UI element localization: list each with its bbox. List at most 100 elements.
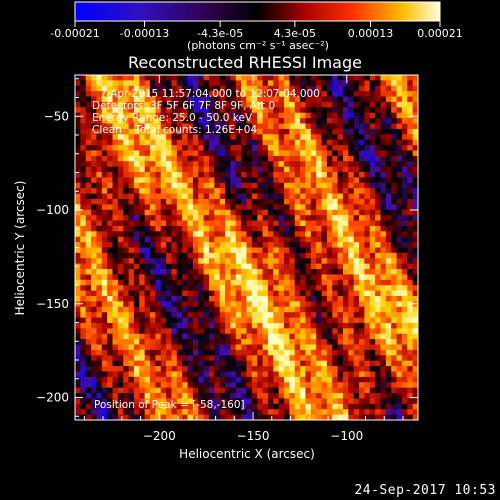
heatmap-cell [267, 204, 274, 211]
heatmap-cell [251, 209, 258, 216]
heatmap-cell [219, 139, 226, 146]
heatmap-cell [166, 225, 172, 232]
heatmap-cell [230, 344, 237, 351]
heatmap-cell [128, 312, 135, 318]
heatmap-cell [203, 322, 210, 329]
heatmap-cell [91, 161, 97, 168]
heatmap-cell [80, 339, 87, 345]
heatmap-cell [187, 290, 194, 297]
heatmap-cell [316, 231, 322, 238]
heatmap-cell [208, 172, 215, 178]
heatmap-cell [375, 269, 381, 275]
heatmap-cell [171, 161, 178, 168]
heatmap-cell [107, 296, 113, 302]
heatmap-cell [187, 398, 194, 405]
heatmap-cell [91, 101, 97, 108]
heatmap-cell [230, 328, 237, 335]
heatmap-cell [278, 393, 285, 399]
heatmap-cell [300, 285, 306, 292]
x-tick-label: −150 [237, 429, 270, 443]
heatmap-cell [123, 339, 129, 345]
heatmap-cell [96, 150, 103, 157]
heatmap-cell [171, 123, 178, 130]
heatmap-cell [407, 75, 414, 81]
heatmap-cell [107, 258, 113, 265]
heatmap-cell [289, 193, 296, 200]
heatmap-cell [385, 301, 392, 308]
heatmap-cell [123, 290, 129, 297]
heatmap-cell [198, 339, 205, 345]
heatmap-cell [267, 414, 274, 420]
heatmap-cell [91, 220, 97, 227]
heatmap-cell [364, 204, 371, 211]
heatmap-cell [326, 279, 333, 286]
heatmap-cell [107, 85, 113, 92]
heatmap-cell [332, 387, 339, 394]
heatmap-cell [176, 296, 183, 302]
heatmap-cell [396, 328, 403, 335]
heatmap-cell [219, 258, 226, 265]
heatmap-cell [359, 85, 365, 92]
heatmap-cell [155, 91, 162, 97]
heatmap-cell [294, 198, 301, 205]
heatmap-cell [203, 344, 210, 351]
heatmap-cell [101, 112, 108, 119]
heatmap-cell [321, 376, 328, 383]
heatmap-cell [246, 414, 253, 420]
heatmap-cell [176, 371, 183, 378]
heatmap-cell [214, 355, 221, 362]
heatmap-cell [107, 145, 113, 151]
heatmap-cell [364, 322, 371, 329]
heatmap-cell [198, 296, 205, 302]
heatmap-cell [101, 339, 108, 345]
heatmap-cell [128, 123, 135, 130]
annotation-detectors: Detectors: 3F 5F 6F 7F 8F 9F, Att 0 [92, 100, 275, 112]
heatmap-cell [257, 172, 263, 178]
heatmap-cell [316, 403, 322, 410]
heatmap-cell [112, 101, 119, 108]
heatmap-cell [332, 317, 339, 324]
heatmap-cell [176, 231, 183, 238]
heatmap-cell [235, 290, 242, 297]
heatmap-cell [187, 360, 194, 367]
heatmap-cell [225, 128, 231, 135]
heatmap-cell [342, 204, 349, 211]
heatmap-cell [396, 123, 403, 130]
heatmap-cell [96, 387, 103, 394]
heatmap-cell [257, 339, 263, 345]
heatmap-cell [348, 128, 355, 135]
heatmap-cell [412, 145, 418, 151]
heatmap-cell [267, 91, 274, 97]
heatmap-cell [208, 145, 215, 151]
heatmap-cell [96, 139, 103, 146]
heatmap-cell [262, 118, 269, 124]
heatmap-cell [267, 118, 274, 124]
heatmap-cell [123, 344, 129, 351]
heatmap-cell [267, 301, 274, 308]
heatmap-cell [375, 279, 381, 286]
heatmap-cell [112, 161, 119, 168]
heatmap-cell [294, 339, 301, 345]
heatmap-cell [375, 177, 381, 184]
heatmap-cell [294, 177, 301, 184]
heatmap-cell [80, 225, 87, 232]
heatmap-cell [321, 360, 328, 367]
heatmap-cell [176, 209, 183, 216]
heatmap-cell [214, 387, 221, 394]
heatmap-cell [150, 285, 156, 292]
heatmap-cell [310, 155, 317, 162]
heatmap-cell [96, 344, 103, 351]
heatmap-cell [230, 274, 237, 281]
heatmap-cell [85, 371, 92, 378]
heatmap-cell [385, 290, 392, 297]
heatmap-cell [375, 252, 381, 259]
heatmap-cell [337, 279, 344, 286]
heatmap-cell [337, 215, 344, 221]
heatmap-cell [192, 209, 199, 216]
heatmap-cell [219, 274, 226, 281]
heatmap-cell [123, 101, 129, 108]
heatmap-cell [101, 360, 108, 367]
heatmap-cell [316, 322, 322, 329]
heatmap-cell [80, 118, 87, 124]
heatmap-cell [284, 306, 290, 313]
